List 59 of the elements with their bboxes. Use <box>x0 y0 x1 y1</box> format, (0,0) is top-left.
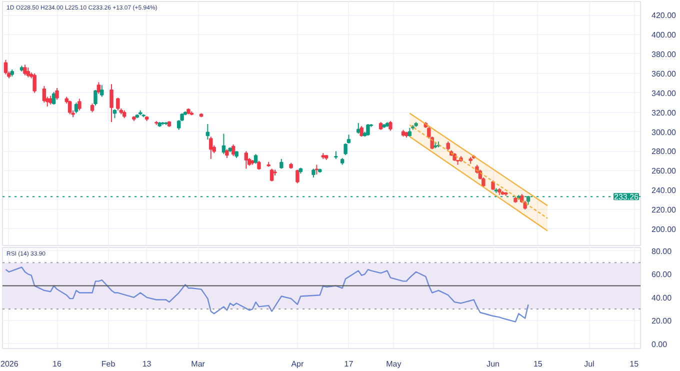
y-tick-label: 260.00 <box>652 166 677 176</box>
x-tick-label: Jun <box>486 360 500 368</box>
x-tick-label: 16 <box>52 360 62 368</box>
y-tick-label: 220.00 <box>652 206 677 215</box>
y-tick-label: 360.00 <box>652 69 677 78</box>
candlestick <box>296 169 300 184</box>
y-tick-label: 400.00 <box>652 30 677 40</box>
candlestick <box>491 180 495 191</box>
candlestick <box>78 98 82 111</box>
candlestick <box>270 168 274 182</box>
y-tick-label: 280.00 <box>652 147 677 156</box>
y-tick-label: 40.00 <box>652 293 672 302</box>
y-tick-label: 300.00 <box>652 128 677 137</box>
y-tick-label: 320.00 <box>652 108 677 118</box>
candlestick <box>254 154 258 164</box>
candlestick <box>32 72 36 94</box>
y-tick-label: 200.00 <box>652 224 677 234</box>
candlestick <box>96 82 101 94</box>
x-tick-label: Jul <box>584 360 595 368</box>
candlestick <box>206 123 210 140</box>
candlestick <box>74 102 78 114</box>
candlestick <box>209 136 213 160</box>
y-tick-label: 420.00 <box>652 11 677 20</box>
candlestick <box>42 86 46 104</box>
x-tick-label: 2026 <box>0 360 19 368</box>
candlestick <box>26 67 30 78</box>
candlestick <box>222 133 226 155</box>
line-series <box>5 266 529 322</box>
candlestick <box>388 120 392 132</box>
ref-line-label: 233.26 <box>614 192 640 202</box>
candlestick <box>23 64 27 76</box>
x-tick-label: 13 <box>142 360 152 368</box>
x-tick-label: Apr <box>291 360 304 368</box>
candlestick <box>280 158 284 170</box>
candlestick <box>100 84 104 98</box>
x-tick-label: Feb <box>101 360 116 368</box>
candlestick <box>360 125 364 138</box>
candlestick <box>344 142 348 156</box>
y-tick-label: 380.00 <box>652 50 677 59</box>
y-tick-label: 60.00 <box>652 270 672 280</box>
y-tick-label: 20.00 <box>652 316 672 326</box>
x-tick-label: May <box>386 360 402 368</box>
y-tick-label: 0.00 <box>652 340 668 349</box>
y-tick-label: 340.00 <box>652 88 677 98</box>
y-tick-label: 80.00 <box>652 246 672 256</box>
x-tick-label: 17 <box>344 360 354 368</box>
candlestick <box>110 84 114 123</box>
candlestick <box>4 59 8 75</box>
candlestick <box>68 100 72 115</box>
y-tick-label: 240.00 <box>652 186 677 196</box>
x-tick-label: Mar <box>191 360 206 368</box>
candlestick <box>244 150 248 170</box>
candlestick <box>94 89 98 106</box>
x-tick-label: 15 <box>533 360 543 368</box>
candlestick <box>366 123 370 136</box>
candlestick <box>314 164 319 176</box>
candlestick <box>55 88 59 100</box>
candlestick <box>116 97 120 111</box>
x-tick-label: 15 <box>630 360 640 368</box>
